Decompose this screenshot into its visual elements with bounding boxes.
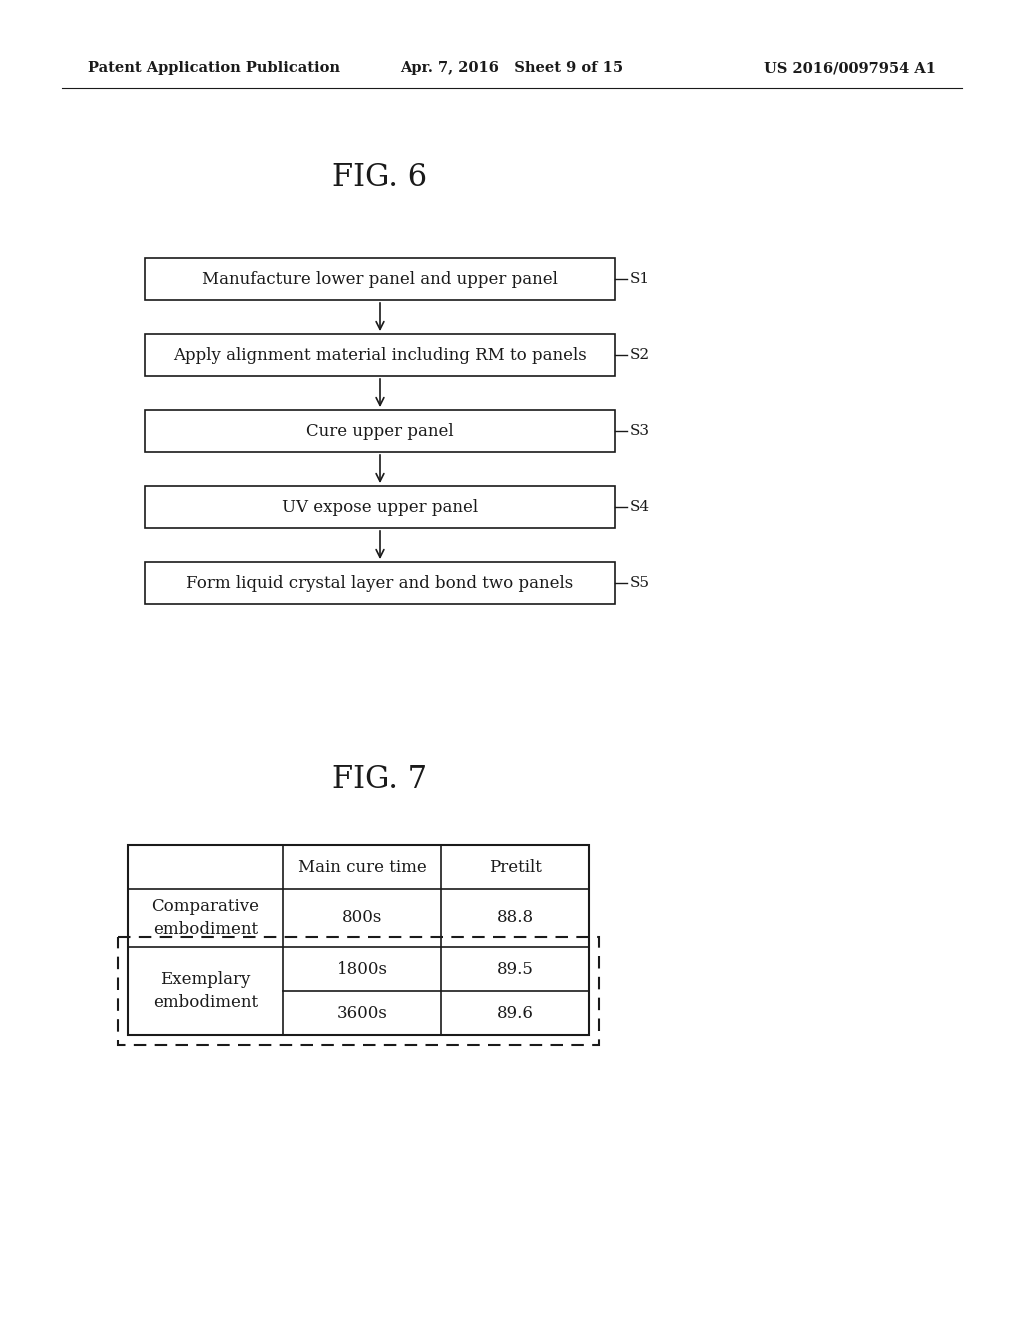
Bar [145,562,615,605]
Text: S5: S5 [630,576,650,590]
Text: Cure upper panel: Cure upper panel [306,422,454,440]
Text: FIG. 6: FIG. 6 [333,162,428,194]
Text: FIG. 7: FIG. 7 [333,764,428,796]
Text: 89.6: 89.6 [497,1005,534,1022]
Text: Form liquid crystal layer and bond two panels: Form liquid crystal layer and bond two p… [186,574,573,591]
Bar [145,257,615,300]
Bar [145,486,615,528]
Text: Apply alignment material including RM to panels: Apply alignment material including RM to… [173,346,587,363]
Text: Comparative
embodiment: Comparative embodiment [152,899,259,937]
Bar [145,334,615,376]
Text: 3600s: 3600s [337,1005,387,1022]
Text: 1800s: 1800s [337,961,387,978]
Bar [145,411,615,451]
Text: Patent Application Publication: Patent Application Publication [88,61,340,75]
Text: US 2016/0097954 A1: US 2016/0097954 A1 [764,61,936,75]
Text: Apr. 7, 2016   Sheet 9 of 15: Apr. 7, 2016 Sheet 9 of 15 [400,61,624,75]
Text: 800s: 800s [342,909,382,927]
Text: Manufacture lower panel and upper panel: Manufacture lower panel and upper panel [202,271,558,288]
Bar [128,845,589,1035]
Bar [118,937,599,1045]
Text: S2: S2 [630,348,650,362]
Text: 89.5: 89.5 [497,961,534,978]
Text: Exemplary
embodiment: Exemplary embodiment [153,972,258,1011]
Text: 88.8: 88.8 [497,909,534,927]
Text: S4: S4 [630,500,650,513]
Text: UV expose upper panel: UV expose upper panel [282,499,478,516]
Text: Main cure time: Main cure time [298,858,426,875]
Text: Pretilt: Pretilt [488,858,542,875]
Text: S3: S3 [630,424,650,438]
Text: S1: S1 [630,272,650,286]
